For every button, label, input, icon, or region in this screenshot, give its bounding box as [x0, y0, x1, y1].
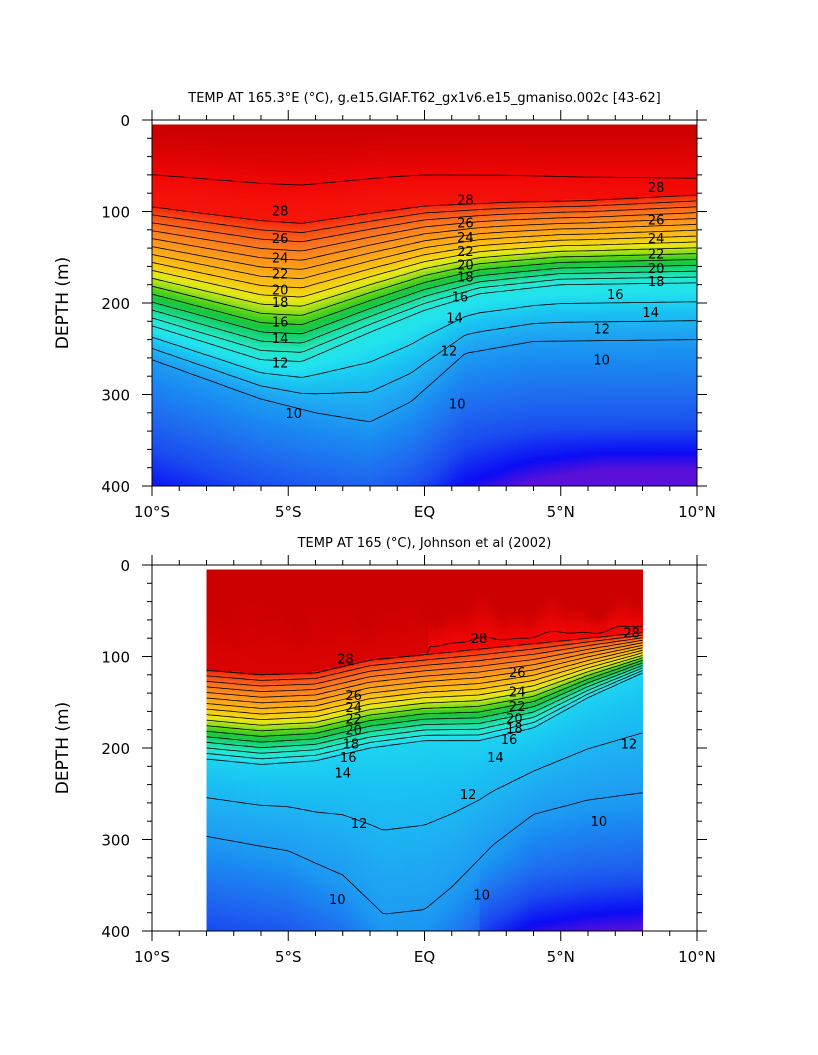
contour-label: 18: [272, 296, 289, 311]
contour-label: 14: [487, 751, 504, 766]
temperature-field: [152, 125, 698, 487]
y-tick-label: 100: [101, 649, 130, 667]
chart-title: TEMP AT 165 (°C), Johnson et al (2002): [297, 536, 552, 551]
contour-label: 12: [621, 737, 638, 752]
x-tick-label: EQ: [414, 503, 435, 521]
contour-label: 16: [452, 291, 469, 306]
contour-label: 10: [593, 354, 610, 369]
y-tick-label: 300: [101, 832, 130, 850]
contour-label: 10: [329, 893, 346, 908]
chart-title: TEMP AT 165.3°E (°C), g.e15.GIAF.T62_gx1…: [187, 91, 660, 106]
y-axis-label: DEPTH (m): [53, 257, 73, 349]
x-tick-label: 5°S: [275, 503, 302, 521]
contour-label: 12: [272, 357, 289, 372]
contour-label: 12: [351, 817, 368, 832]
x-tick-label: 10°S: [134, 503, 170, 521]
contour-label: 22: [648, 248, 665, 263]
contour-label: 10: [591, 815, 608, 830]
y-tick-label: 0: [120, 112, 130, 130]
contour-label: 16: [607, 288, 624, 303]
contour-label: 12: [460, 788, 477, 803]
contour-label: 10: [285, 407, 302, 422]
contour-label: 14: [335, 767, 352, 782]
contour-label: 28: [648, 181, 665, 196]
contour-label: 10: [449, 398, 466, 413]
y-tick-label: 200: [101, 740, 130, 758]
contour-label: 28: [272, 205, 289, 220]
contour-label: 18: [648, 275, 665, 290]
contour-label: 12: [441, 345, 458, 360]
x-tick-label: 10°N: [678, 948, 716, 966]
y-tick-label: 0: [120, 557, 130, 575]
contour-label: 18: [457, 271, 474, 286]
contour-label: 16: [272, 315, 289, 330]
x-tick-label: 5°N: [547, 948, 575, 966]
contour-label: 22: [457, 245, 474, 260]
contour-label: 28: [337, 652, 354, 667]
contour-label: 12: [593, 323, 610, 338]
contour-label: 26: [648, 214, 665, 229]
y-axis-label: DEPTH (m): [53, 702, 73, 794]
contour-label: 28: [471, 632, 488, 647]
contour-label: 24: [272, 251, 289, 266]
contour-label: 14: [642, 306, 659, 321]
contour-label: 16: [340, 751, 357, 766]
panel-1: 2826242220181614121028262422201816141210…: [53, 91, 716, 521]
contour-label: 10: [473, 888, 490, 903]
contour-label: 14: [446, 312, 463, 327]
x-tick-label: 10°S: [134, 948, 170, 966]
contour-label: 22: [272, 268, 289, 283]
panel-2: 2826242220181614121028262422201816141210…: [53, 536, 716, 966]
y-tick-label: 400: [101, 478, 130, 496]
x-tick-label: 5°N: [547, 503, 575, 521]
contour-label: 28: [623, 627, 640, 642]
contour-label: 24: [509, 685, 526, 700]
y-tick-label: 400: [101, 923, 130, 941]
x-tick-label: 5°S: [275, 948, 302, 966]
contour-label: 28: [457, 194, 474, 209]
y-tick-label: 200: [101, 295, 130, 313]
x-tick-label: EQ: [414, 948, 435, 966]
x-tick-label: 10°N: [678, 503, 716, 521]
y-tick-label: 300: [101, 387, 130, 405]
contour-label: 16: [501, 733, 518, 748]
contour-label: 24: [648, 232, 665, 247]
contour-label: 26: [509, 666, 526, 681]
temperature-field: [207, 570, 644, 932]
contour-label: 14: [272, 332, 289, 347]
y-tick-label: 100: [101, 204, 130, 222]
contour-label: 26: [457, 217, 474, 232]
contour-label: 26: [272, 232, 289, 247]
